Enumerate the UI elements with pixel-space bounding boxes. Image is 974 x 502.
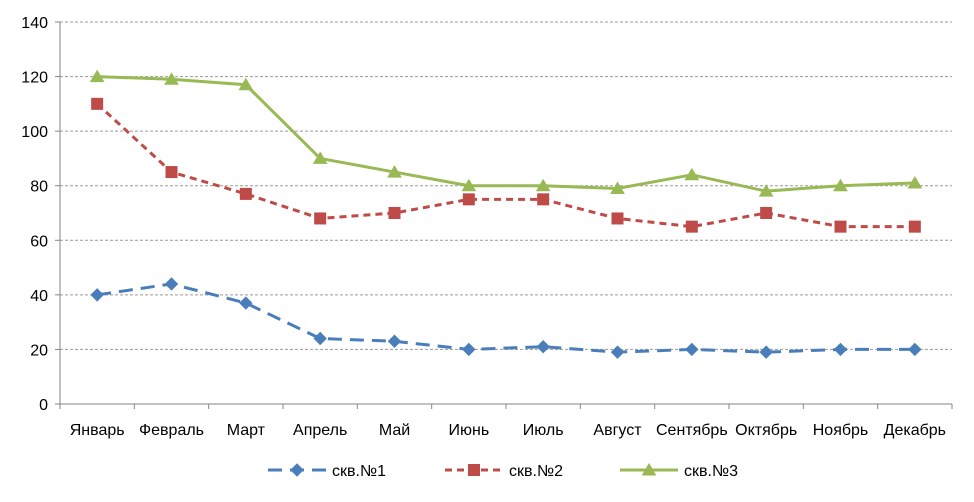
series-line	[96, 102, 915, 229]
y-tick-label: 100	[21, 124, 48, 141]
x-axis-ticks: Январь Февраль Март Апрель Май Июнь Июль Август…	[59, 404, 953, 439]
data-point	[164, 72, 179, 85]
data-point	[535, 178, 551, 192]
data-point	[468, 464, 480, 476]
x-tick-label: Декабрь	[884, 422, 946, 439]
series-3	[89, 69, 923, 197]
legend-item-2: скв.№2	[445, 463, 563, 480]
legend-label: скв.№3	[684, 463, 738, 480]
y-tick-label: 120	[21, 70, 48, 87]
x-tick-label: Февраль	[139, 422, 204, 439]
data-point	[90, 288, 104, 302]
data-point	[165, 166, 178, 179]
y-tick-label: 140	[21, 15, 48, 32]
data-point	[610, 181, 625, 194]
data-point	[312, 151, 328, 164]
series-line	[96, 282, 915, 354]
data-point	[685, 342, 699, 357]
x-tick-label: Август	[593, 422, 642, 439]
legend: скв.№1 скв.№2 скв.№3	[268, 463, 738, 480]
data-point	[462, 193, 475, 206]
data-point	[89, 69, 105, 83]
data-point	[611, 212, 624, 225]
x-tick-label: Апрель	[293, 422, 347, 439]
data-point	[684, 167, 700, 181]
x-tick-label: Октябрь	[735, 422, 797, 439]
data-point	[387, 165, 402, 178]
data-point	[290, 463, 304, 477]
data-point	[908, 342, 922, 357]
y-tick-label: 0	[39, 397, 48, 414]
y-tick-label: 80	[30, 179, 48, 196]
data-point	[461, 178, 477, 192]
data-point	[758, 184, 774, 197]
y-axis-ticks: 0 20 40 60 80 100 120 140	[21, 15, 60, 414]
x-tick-label: Январь	[70, 422, 125, 439]
data-point	[907, 176, 923, 189]
y-tick-label: 20	[30, 342, 48, 359]
data-point	[387, 334, 402, 348]
data-point	[537, 193, 550, 206]
data-point	[759, 345, 773, 359]
series-line	[97, 75, 915, 193]
x-tick-label: Ноябрь	[813, 422, 869, 439]
x-tick-label: Сентябрь	[656, 422, 728, 439]
y-tick-label: 60	[30, 233, 48, 250]
data-point	[641, 463, 657, 476]
legend-item-1: скв.№1	[268, 463, 386, 480]
data-point	[462, 342, 476, 357]
x-tick-label: Март	[227, 422, 266, 439]
data-point	[834, 220, 847, 233]
data-point	[314, 212, 327, 225]
series-group	[89, 69, 923, 359]
data-point	[91, 97, 104, 110]
x-tick-label: Июль	[523, 422, 564, 439]
data-point	[164, 277, 179, 291]
data-point	[388, 207, 401, 219]
data-point	[239, 296, 253, 310]
legend-label: скв.№1	[332, 463, 386, 480]
data-point	[239, 187, 252, 200]
data-point	[833, 178, 848, 192]
data-point	[760, 207, 773, 219]
legend-label: скв.№2	[509, 463, 563, 480]
series-2	[91, 97, 921, 233]
series-1	[90, 277, 922, 359]
x-tick-label: Май	[379, 422, 410, 439]
data-point	[833, 342, 848, 357]
y-tick-label: 40	[30, 288, 48, 305]
data-point	[610, 345, 625, 359]
data-point	[313, 331, 327, 346]
data-point	[908, 220, 921, 233]
legend-item-3: скв.№3	[620, 463, 738, 480]
data-point	[238, 77, 254, 91]
data-point	[536, 339, 550, 354]
data-point	[685, 220, 698, 233]
x-tick-label: Июнь	[448, 422, 489, 439]
